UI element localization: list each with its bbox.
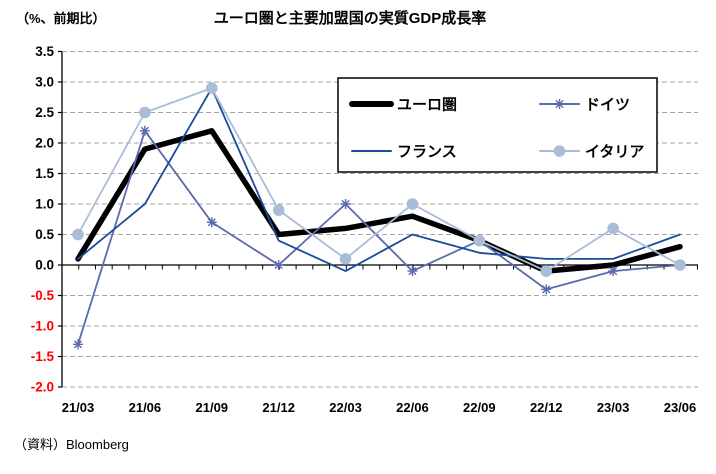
series-line-2 <box>77 87 681 273</box>
series-marker-3 <box>272 204 285 216</box>
series-marker-3 <box>607 222 619 235</box>
y-axis-tick-label: 3.0 <box>35 75 54 90</box>
series-marker-3 <box>540 265 553 277</box>
y-axis-unit-label: （%、前期比） <box>16 11 106 26</box>
series-marker-3 <box>473 234 486 247</box>
y-axis-tick-label: 0.5 <box>35 227 54 242</box>
y-axis-tick-label: 3.5 <box>35 44 54 59</box>
series-marker-1 <box>73 339 83 350</box>
y-axis-tick-label: -2.0 <box>31 380 54 395</box>
x-axis-label: 22/03 <box>329 400 362 415</box>
series-marker-3 <box>406 198 419 210</box>
y-axis-tick-label: 1.5 <box>35 166 54 181</box>
series-marker-3 <box>139 106 151 119</box>
x-axis-label: 21/12 <box>262 400 295 415</box>
x-axis-label: 22/09 <box>463 400 496 415</box>
x-axis-label: 23/03 <box>597 400 630 415</box>
legend-label-3: イタリア <box>585 144 644 161</box>
series-marker-3 <box>339 253 352 265</box>
series-marker-1 <box>206 217 217 228</box>
series-line-0 <box>75 128 683 274</box>
source-label: （資料）Bloomberg <box>14 437 129 452</box>
legend-box <box>337 77 658 173</box>
series-marker-3 <box>674 259 686 271</box>
y-axis-tick-label: 2.0 <box>35 136 54 151</box>
legend-marker-1 <box>554 99 565 109</box>
series-marker-3 <box>205 82 218 94</box>
x-axis-label: 22/12 <box>530 400 563 415</box>
chart-title: ユーロ圏と主要加盟国の実質GDP成長率 <box>213 10 487 27</box>
y-axis-tick-label: 2.5 <box>35 105 54 120</box>
legend-label-1: ドイツ <box>585 97 630 114</box>
y-axis-tick-label: -0.5 <box>31 288 55 303</box>
series-marker-1 <box>608 266 619 277</box>
y-axis-tick-label: 0.0 <box>35 258 54 273</box>
series-marker-1 <box>340 199 351 209</box>
x-axis-label: 21/06 <box>129 400 162 415</box>
series-marker-1 <box>139 125 150 136</box>
x-axis-label: 23/06 <box>664 400 697 415</box>
x-axis-label: 21/09 <box>196 400 229 415</box>
series-marker-3 <box>72 228 84 241</box>
legend-label-2: フランス <box>397 144 457 161</box>
y-axis-tick-label: -1.5 <box>31 349 55 364</box>
series-marker-1 <box>541 284 552 295</box>
series-line-1 <box>77 129 681 346</box>
legend-marker-3 <box>553 145 566 157</box>
legend-label-0: ユーロ圏 <box>397 97 457 114</box>
x-axis-label: 22/06 <box>396 400 429 415</box>
series-line-3 <box>77 87 681 273</box>
series-marker-1 <box>273 260 284 270</box>
series-marker-1 <box>407 266 418 277</box>
x-axis-label: 21/03 <box>62 400 95 415</box>
y-axis-tick-label: 1.0 <box>35 197 54 212</box>
y-axis-tick-label: -1.0 <box>31 319 54 334</box>
